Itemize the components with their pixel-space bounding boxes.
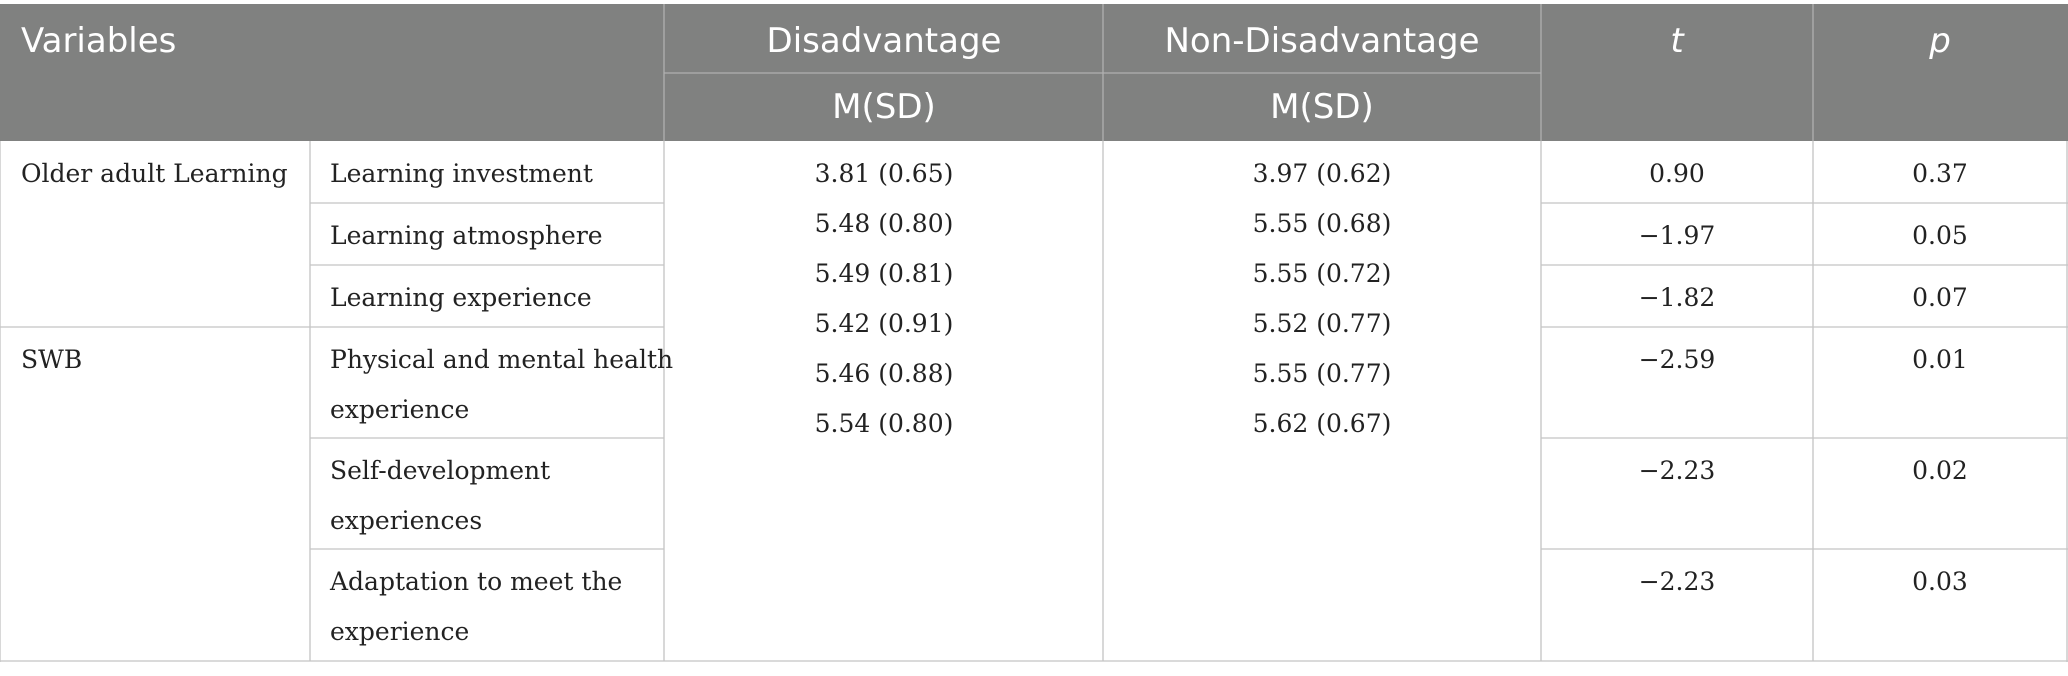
header-variables: Variables bbox=[21, 21, 176, 61]
t-value: −1.82 bbox=[1639, 283, 1716, 312]
variable-name: Adaptation to meet the bbox=[329, 567, 622, 596]
p-value: 0.07 bbox=[1912, 283, 1968, 312]
variable-name: Learning experience bbox=[330, 283, 592, 312]
group-label: Older adult Learning bbox=[21, 159, 288, 188]
header-non-disadvantage: Non-Disadvantage bbox=[1165, 21, 1480, 61]
header-msd-non-disadvantage: M(SD) bbox=[1270, 87, 1374, 127]
p-value: 0.05 bbox=[1912, 221, 1968, 250]
p-value: 0.01 bbox=[1912, 345, 1968, 374]
t-value: 0.90 bbox=[1649, 159, 1705, 188]
t-value: −2.59 bbox=[1639, 345, 1716, 374]
non-disadvantage-value: 5.62 (0.67) bbox=[1253, 409, 1392, 438]
group-label: SWB bbox=[21, 345, 82, 374]
variable-name-cont: experience bbox=[330, 617, 469, 646]
disadvantage-value: 3.81 (0.65) bbox=[815, 159, 954, 188]
variable-name: Self-development bbox=[330, 456, 550, 485]
variable-name: Learning atmosphere bbox=[330, 221, 603, 250]
variable-name-cont: experiences bbox=[330, 506, 482, 535]
p-value: 0.37 bbox=[1912, 159, 1968, 188]
header-msd-disadvantage: M(SD) bbox=[832, 87, 936, 127]
non-disadvantage-value: 5.52 (0.77) bbox=[1253, 309, 1392, 338]
disadvantage-value: 5.46 (0.88) bbox=[815, 359, 954, 388]
p-value: 0.03 bbox=[1912, 567, 1968, 596]
t-value: −2.23 bbox=[1639, 456, 1716, 485]
t-value: −2.23 bbox=[1639, 567, 1716, 596]
non-disadvantage-value: 3.97 (0.62) bbox=[1253, 159, 1392, 188]
header-disadvantage: Disadvantage bbox=[767, 21, 1002, 61]
header-t: t bbox=[1670, 21, 1685, 61]
p-value: 0.02 bbox=[1912, 456, 1968, 485]
variable-name-cont: experience bbox=[330, 395, 469, 424]
data-table: Variables Disadvantage Non-Disadvantage … bbox=[0, 4, 2068, 662]
disadvantage-value: 5.48 (0.80) bbox=[815, 209, 954, 238]
disadvantage-value: 5.49 (0.81) bbox=[815, 259, 954, 288]
disadvantage-value: 5.42 (0.91) bbox=[815, 309, 954, 338]
disadvantage-value: 5.54 (0.80) bbox=[815, 409, 954, 438]
non-disadvantage-value: 5.55 (0.77) bbox=[1253, 359, 1392, 388]
t-value: −1.97 bbox=[1639, 221, 1716, 250]
non-disadvantage-value: 5.55 (0.68) bbox=[1253, 209, 1392, 238]
header-p: p bbox=[1928, 21, 1951, 61]
variable-name: Learning investment bbox=[330, 159, 593, 188]
variable-name: Physical and mental health bbox=[330, 345, 673, 374]
non-disadvantage-value: 5.55 (0.72) bbox=[1253, 259, 1392, 288]
